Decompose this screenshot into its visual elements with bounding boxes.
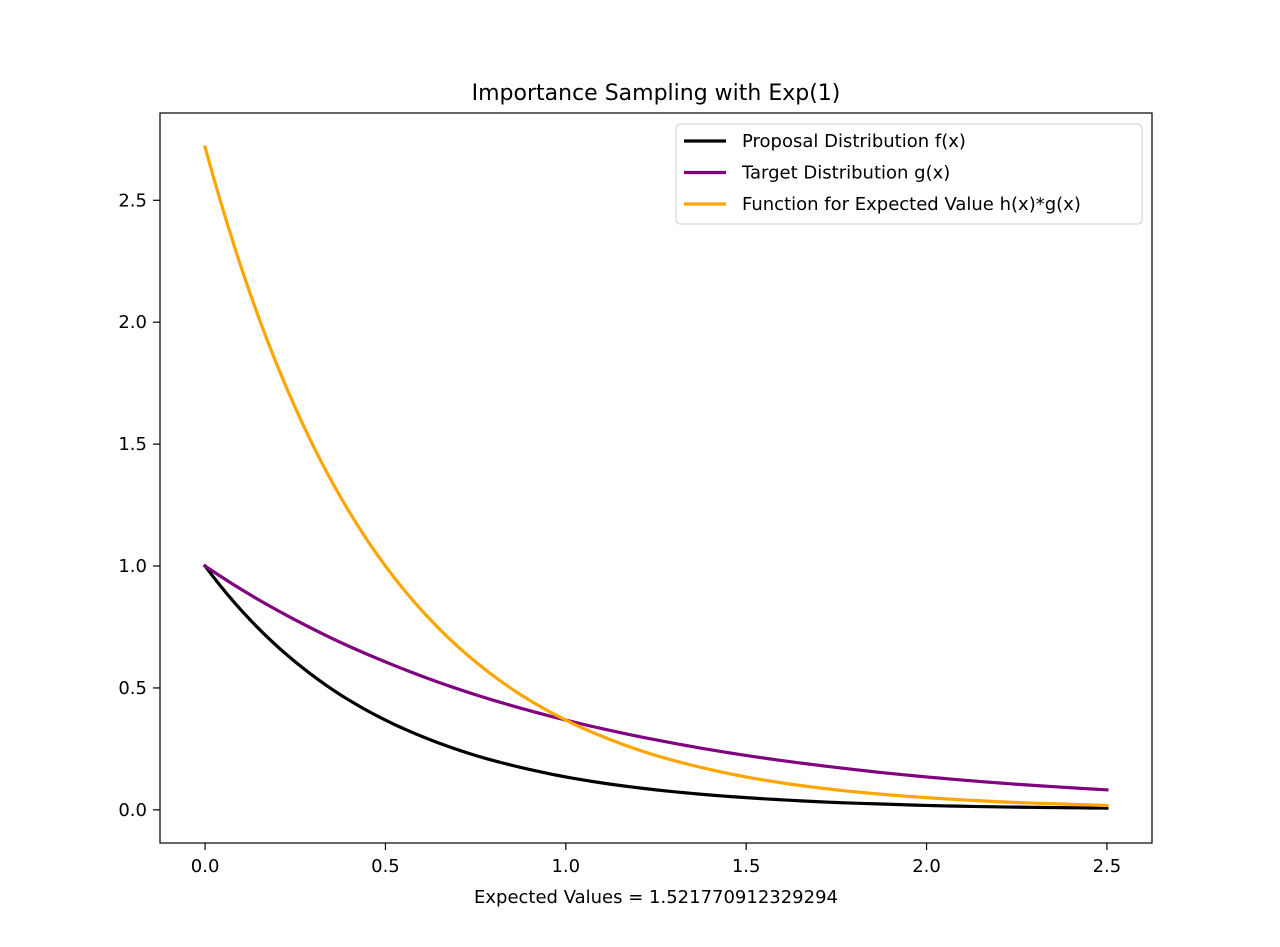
chart-title: Importance Sampling with Exp(1) [472,81,841,106]
x-tick-label: 2.5 [1093,856,1122,877]
legend-label-3: Function for Expected Value h(x)*g(x) [742,194,1081,215]
y-tick-label: 0.5 [118,678,147,699]
series-line-3 [203,145,1109,808]
legend: Proposal Distribution f(x) Target Distrib… [675,123,1143,225]
x-axis-label: Expected Values = 1.521770912329294 [474,887,838,908]
legend-label-1: Proposal Distribution f(x) [742,131,966,152]
series-line-2 [202,563,1109,792]
x-tick-label: 1.0 [551,856,580,877]
y-tick-label: 0.0 [118,800,147,821]
x-tick-label: 0.0 [191,856,220,877]
legend-entries: Proposal Distribution f(x) Target Distrib… [684,131,1081,215]
series-line-1 [202,563,1109,810]
legend-label-2: Target Distribution g(x) [741,163,950,184]
y-tick-label: 1.5 [118,434,147,455]
y-tick-label: 1.0 [118,556,147,577]
plot-area-frame [159,112,1153,844]
legend-box [675,123,1143,225]
x-axis-ticks: 0.0 0.5 1.0 1.5 2.0 2.5 [191,843,1121,877]
x-tick-label: 2.0 [912,856,941,877]
x-tick-label: 0.5 [371,856,400,877]
y-tick-label: 2.5 [118,190,147,211]
x-tick-label: 1.5 [732,856,761,877]
y-axis-ticks: 0.0 0.5 1.0 1.5 2.0 2.5 [118,190,160,821]
y-tick-label: 2.0 [118,312,147,333]
plot-lines [202,145,1109,810]
